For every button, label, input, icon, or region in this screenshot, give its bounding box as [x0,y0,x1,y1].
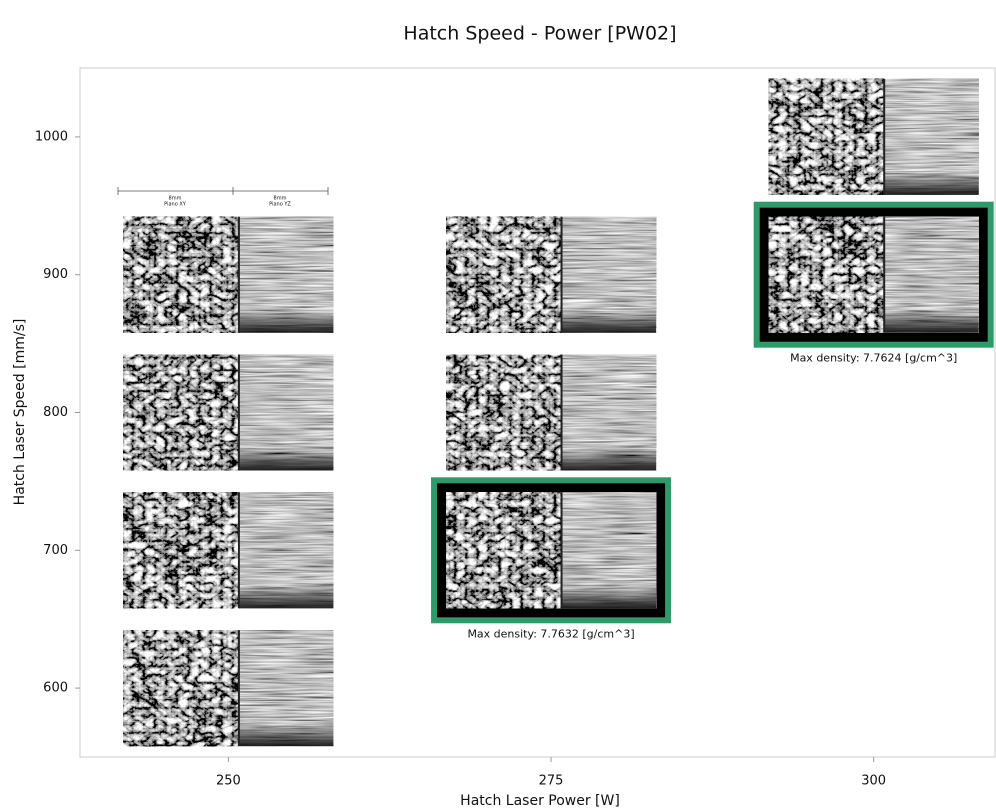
scale-label: 8mm [169,196,182,202]
x-tick-label: 275 [539,774,564,789]
xy-section [123,216,239,333]
y-axis-title: Hatch Laser Speed [mm/s] [12,319,28,506]
scale-label: 8mm [274,196,287,202]
micrograph [446,216,657,333]
micrograph [123,216,334,333]
chart-title: Hatch Speed - Power [PW02] [403,23,676,45]
xy-section [446,216,562,333]
micrograph [446,354,657,471]
micrograph [123,630,334,747]
yz-base [238,447,334,471]
yz-base [561,447,657,471]
yz-base [561,309,657,333]
scale-bar: 8mm Piano XY 8mm Piano YZ [117,187,329,208]
xy-section [123,630,239,747]
scale-label: Piano XY [164,202,187,208]
x-tick-label: 250 [216,774,241,789]
yz-base [238,585,334,609]
x-axis-title: Hatch Laser Power [W] [460,793,620,809]
xy-section [768,216,885,333]
micrograph [768,78,979,195]
xy-section [768,78,885,195]
xy-section [123,492,239,609]
micrograph [123,492,334,609]
x-tick-label: 300 [861,774,886,789]
y-tick-label: 700 [43,543,68,558]
yz-base [238,722,334,747]
y-tick-label: 1000 [35,129,68,144]
micrograph [123,354,334,471]
annotation: Max density: 7.7624 [g/cm^3] [790,352,957,365]
scale-label: Piano YZ [269,202,291,208]
yz-base [884,309,979,333]
xy-section [446,354,562,471]
micrograph [753,201,994,348]
y-tick-label: 900 [43,267,68,282]
annotation: Max density: 7.7632 [g/cm^3] [467,627,634,640]
yz-base [884,171,979,195]
yz-base [561,585,657,609]
yz-base [238,309,334,333]
y-tick-label: 600 [43,681,68,696]
xy-section [123,354,239,471]
xy-section [446,492,562,609]
micrograph [431,477,672,624]
y-tick-label: 800 [43,405,68,420]
